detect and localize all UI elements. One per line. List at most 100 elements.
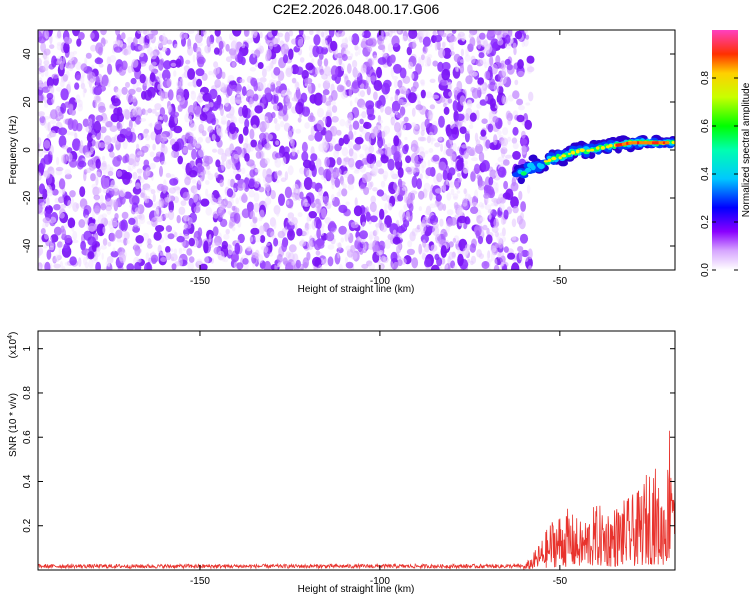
noise-speck: [68, 51, 75, 62]
noise-speck: [402, 30, 408, 42]
noise-speck: [204, 44, 212, 54]
spectrogram-x-label: Height of straight line (km): [298, 284, 415, 295]
noise-speck: [412, 40, 417, 49]
noise-speck: [144, 89, 153, 101]
noise-speck: [172, 186, 181, 191]
spectrogram-axes: -150 -100 -50 -40 -20 0 20 40: [22, 30, 675, 287]
noise-speck: [427, 109, 434, 120]
noise-speck: [102, 226, 106, 234]
noise-speck: [46, 197, 50, 207]
noise-speck: [197, 177, 203, 185]
noise-speck: [392, 229, 397, 237]
noise-speck: [44, 261, 51, 270]
noise-speck: [195, 105, 201, 116]
noise-speck: [471, 87, 480, 99]
noise-speck: [244, 30, 250, 37]
noise-speck: [274, 158, 282, 168]
noise-speck: [424, 258, 432, 268]
signal-peak: [650, 141, 654, 145]
noise-speck: [367, 37, 374, 45]
snr-axes: -150 -100 -50 0.2 0.4 0.6 0.8 1: [22, 331, 675, 587]
colorbar-tick-label: 0.0: [700, 263, 711, 277]
noise-speck: [137, 30, 143, 34]
noise-speck: [67, 217, 76, 229]
noise-speck: [381, 130, 386, 138]
noise-speck: [507, 252, 516, 260]
noise-speck: [477, 77, 485, 86]
noise-speck: [82, 88, 86, 98]
colorbar-tick-label: 0.6: [700, 119, 711, 133]
noise-speck: [71, 226, 75, 232]
noise-speck: [494, 243, 500, 248]
noise-speck: [429, 114, 433, 122]
noise-speck: [462, 197, 468, 207]
noise-speck: [96, 187, 102, 194]
noise-speck: [524, 119, 532, 130]
signal-peak: [624, 142, 629, 146]
noise-speck: [283, 122, 291, 132]
noise-speck: [295, 128, 302, 134]
noise-speck: [336, 57, 343, 67]
noise-speck: [116, 133, 126, 143]
noise-speck: [44, 232, 49, 240]
noise-speck: [377, 115, 382, 123]
noise-speck: [324, 30, 328, 36]
noise-speck: [128, 153, 136, 164]
noise-speck: [489, 98, 496, 108]
noise-speck: [457, 177, 462, 183]
snr-y-tick-label: 0.4: [22, 474, 33, 488]
noise-speck: [397, 178, 403, 188]
noise-speck: [453, 53, 461, 63]
noise-speck: [463, 188, 467, 195]
signal-speck: [671, 141, 675, 144]
noise-speck: [430, 264, 440, 270]
noise-speck: [38, 266, 42, 270]
noise-speck: [113, 86, 119, 93]
noise-speck: [277, 261, 282, 268]
noise-speck: [518, 105, 525, 111]
signal-peak: [628, 141, 633, 145]
noise-speck: [196, 149, 204, 161]
noise-speck: [438, 47, 446, 59]
noise-speck: [317, 107, 324, 118]
noise-speck: [362, 221, 366, 227]
noise-speck: [286, 200, 290, 206]
snr-series-line: [38, 430, 675, 570]
noise-speck: [235, 94, 242, 105]
noise-speck: [217, 196, 222, 204]
noise-speck: [366, 104, 375, 118]
noise-speck: [390, 251, 398, 263]
noise-speck: [227, 210, 232, 215]
noise-speck: [244, 153, 250, 162]
noise-speck: [206, 36, 212, 48]
noise-speck: [390, 67, 394, 78]
noise-speck: [223, 256, 229, 263]
noise-speck: [373, 80, 383, 91]
noise-speck: [274, 152, 283, 159]
noise-speck: [253, 192, 260, 203]
noise-speck: [512, 205, 519, 214]
noise-speck: [347, 173, 355, 186]
noise-speck: [429, 190, 433, 201]
noise-speck: [176, 235, 185, 243]
noise-speck: [406, 46, 412, 56]
noise-speck: [130, 77, 137, 85]
noise-speck: [199, 112, 208, 122]
noise-speck: [204, 256, 213, 264]
noise-speck: [376, 66, 382, 79]
noise-speck: [447, 81, 453, 90]
noise-speck: [336, 242, 340, 247]
signal-peak: [658, 141, 663, 145]
noise-speck: [58, 111, 63, 117]
noise-speck: [419, 223, 427, 233]
noise-speck: [53, 204, 61, 211]
noise-speck: [39, 234, 43, 239]
noise-speck: [376, 189, 385, 197]
noise-speck: [233, 187, 237, 192]
noise-speck: [512, 150, 521, 160]
noise-speck: [403, 124, 407, 130]
noise-speck: [214, 79, 222, 88]
noise-speck: [382, 256, 389, 263]
noise-speck: [249, 128, 255, 140]
noise-speck: [266, 227, 275, 238]
